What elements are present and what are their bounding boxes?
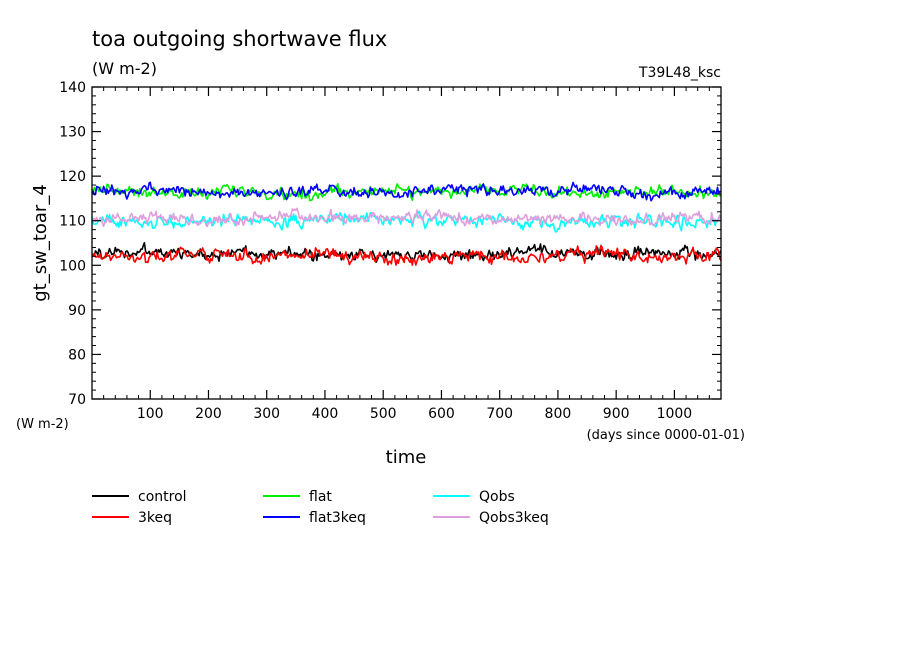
legend-label-flat3keq: flat3keq [309,510,366,526]
chart-title: toa outgoing shortwave flux [92,27,387,51]
y-tick-label: 80 [68,347,86,363]
legend-label-qobs3keq: Qobs3keq [479,510,549,526]
legend-label-flat: flat [309,489,332,505]
y-tick-label: 130 [59,125,86,141]
y-units-label: (W m-2) [16,417,69,432]
x-tick-label: 300 [253,406,280,422]
run-label: T39L48_ksc [638,65,721,81]
x-tick-label: 700 [486,406,513,422]
series-layer [91,181,722,266]
y-axis-label: gt_sw_toar_4 [30,184,51,302]
legend-label-3keq: 3keq [138,510,172,526]
y-tick-label: 120 [59,169,86,185]
y-tick-label: 90 [68,303,86,319]
x-tick-label: 500 [370,406,397,422]
y-tick-label: 70 [68,392,86,408]
x-tick-label: 900 [603,406,630,422]
x-tick-label: 800 [545,406,572,422]
x-units-label: (days since 0000-01-01) [587,428,745,443]
y-tick-label: 110 [59,214,86,230]
plot-frame [91,86,722,400]
x-tick-label: 1000 [657,406,693,422]
x-tick-label: 600 [428,406,455,422]
series-line-3keq [91,244,722,266]
legend-label-control: control [138,489,187,505]
series-line-flat3keq [91,181,722,202]
series-line-qobs3keq [91,207,722,228]
x-tick-label: 200 [195,406,222,422]
x-tick-label: 100 [137,406,164,422]
x-axis-label: time [386,447,427,468]
x-tick-label: 400 [312,406,339,422]
series-line-qobs [91,210,722,233]
y-tick-label: 100 [59,258,86,274]
tick-layer: 70 80 90 100 110 120 130 140 100 200 300 400 500 600 7… [59,80,721,422]
chart-units: (W m-2) [92,59,157,78]
legend: control flat Qobs3keq flat3keq Qobs3keq [92,489,549,526]
legend-label-qobs: Qobs [479,489,515,505]
y-tick-label: 140 [59,80,86,96]
